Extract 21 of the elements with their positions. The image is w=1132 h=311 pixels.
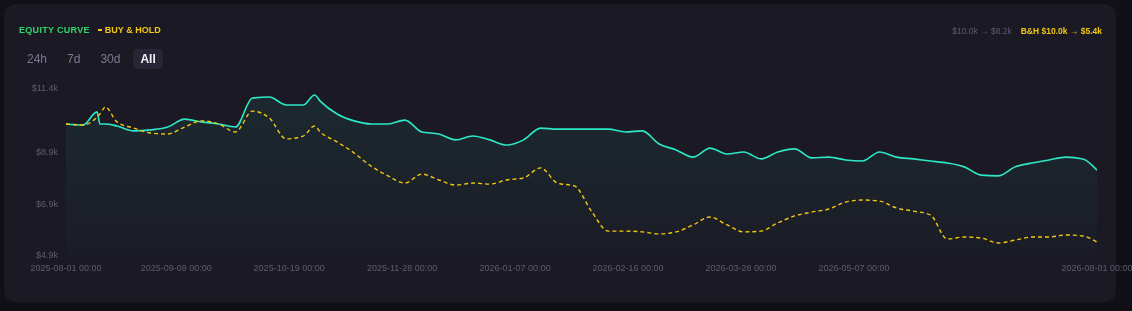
text: All <box>133 49 163 69</box>
text: 30d <box>99 51 122 68</box>
x-tick-label: 2026-03-28 00:00 <box>705 263 777 274</box>
y-tick-label: $4.9k <box>35 250 59 261</box>
x-tick-label: 2026-02-16 00:00 <box>592 263 664 274</box>
y-tick-label: $8.9k <box>35 147 59 158</box>
y-tick-label: $11.4k <box>31 83 59 94</box>
legend-label: BUY & HOLD <box>103 25 161 35</box>
x-tick-label: 2025-11-28 00:00 <box>366 263 438 274</box>
x-tick-label: 2026-05-07 00:00 <box>818 263 890 274</box>
text: 24h <box>26 51 49 68</box>
x-tick-label: 2026-01-07 00:00 <box>479 263 551 274</box>
text: $10.0k → $8.2k <box>952 26 1012 36</box>
x-tick-label: 2025-09-09 00:00 <box>140 263 212 274</box>
text: B&H $10.0k → $5.4k <box>1020 26 1102 36</box>
y-tick-label: $6.9k <box>35 198 59 209</box>
text: 7d <box>66 51 82 68</box>
x-tick-label: 2025-10-19 00:00 <box>253 263 325 274</box>
chart-title: EQUITY CURVE <box>19 25 90 35</box>
x-tick-label: 2025-08-01 00:00 <box>30 263 102 274</box>
x-tick-label: 2026-08-01 00:00 <box>1061 263 1132 274</box>
